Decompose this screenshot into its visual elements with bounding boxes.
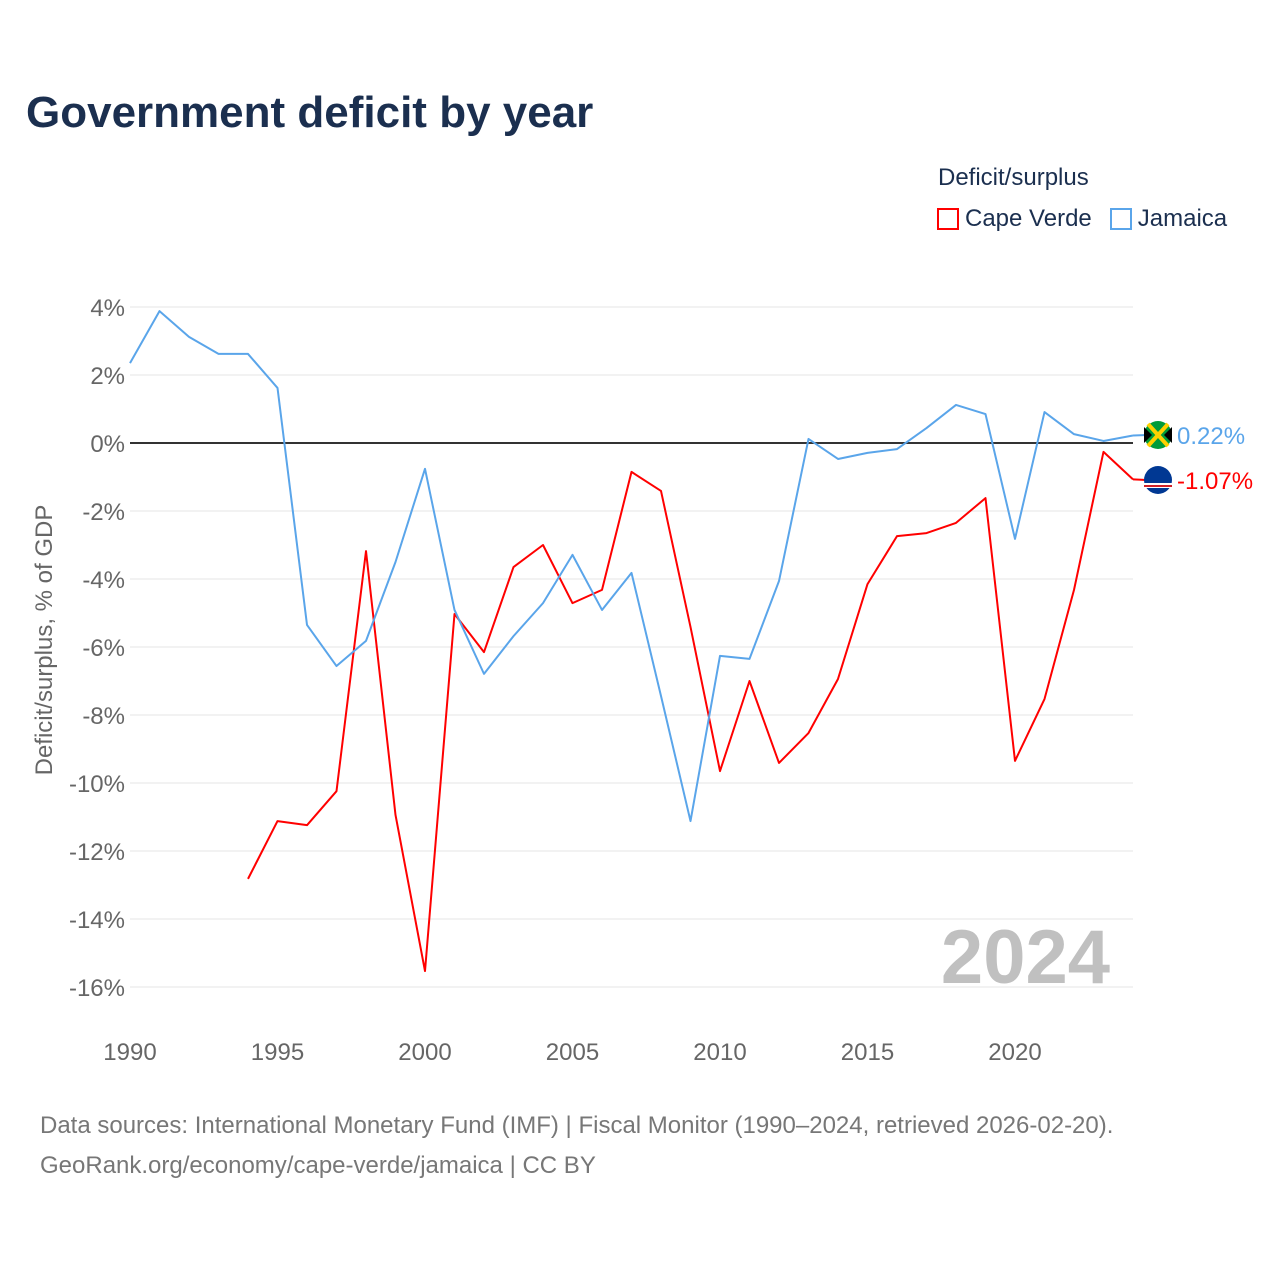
x-tick-label: 2005 (546, 1039, 599, 1066)
x-tick-label: 1990 (103, 1039, 156, 1066)
series-line-cape-verde (247, 450, 1134, 973)
source-link[interactable]: GeoRank.org/economy/cape-verde/jamaica |… (40, 1152, 596, 1179)
end-connector (1132, 434, 1147, 437)
page-title: Government deficit by year (26, 88, 594, 137)
x-tick-label: 1995 (251, 1039, 304, 1066)
x-tick-label: 2020 (988, 1039, 1041, 1066)
data-source-text: Data sources: International Monetary Fun… (40, 1112, 1114, 1139)
y-tick-label: 2% (90, 363, 125, 390)
end-connector (1132, 478, 1147, 481)
footer: Data sources: International Monetary Fun… (40, 1106, 1113, 1186)
y-tick-label: 0% (90, 431, 125, 458)
cape-verde-flag-icon (1144, 466, 1172, 494)
flag-stripe (1144, 485, 1172, 487)
y-tick-label: -2% (82, 499, 125, 526)
y-tick-label: -12% (69, 839, 125, 866)
y-tick-label: 4% (90, 295, 125, 322)
y-tick-label: -4% (82, 567, 125, 594)
y-axis-label: Deficit/surplus, % of GDP (31, 505, 58, 776)
y-tick-label: -10% (69, 771, 125, 798)
jamaica-flag-icon (1144, 421, 1172, 449)
legend-swatch (937, 208, 959, 230)
x-tick-label: 2015 (841, 1039, 894, 1066)
end-value-label: -1.07% (1177, 468, 1253, 495)
x-tick-label: 2000 (398, 1039, 451, 1066)
flag-saltire (1146, 422, 1170, 448)
y-tick-label: -14% (69, 907, 125, 934)
legend-swatch (1109, 208, 1132, 230)
legend-title: Deficit/surplus (938, 164, 1089, 191)
legend-item-jamaica[interactable]: Jamaica (1109, 205, 1228, 233)
end-value-label: 0.22% (1177, 423, 1245, 450)
x-tick-label: 2010 (693, 1039, 746, 1066)
y-tick-label: -16% (69, 975, 125, 1002)
year-watermark: 2024 (941, 915, 1110, 1000)
y-tick-label: -8% (82, 703, 125, 730)
y-tick-label: -6% (82, 635, 125, 662)
series-line-jamaica (129, 310, 1134, 823)
legend-item-cape-verde[interactable]: Cape Verde (937, 205, 1092, 233)
legend: Cape Verde Jamaica (937, 205, 1227, 233)
legend-label: Cape Verde (965, 205, 1092, 232)
flag-triangle (1144, 427, 1172, 443)
legend-label: Jamaica (1137, 205, 1228, 232)
flag-bg (1144, 466, 1172, 494)
